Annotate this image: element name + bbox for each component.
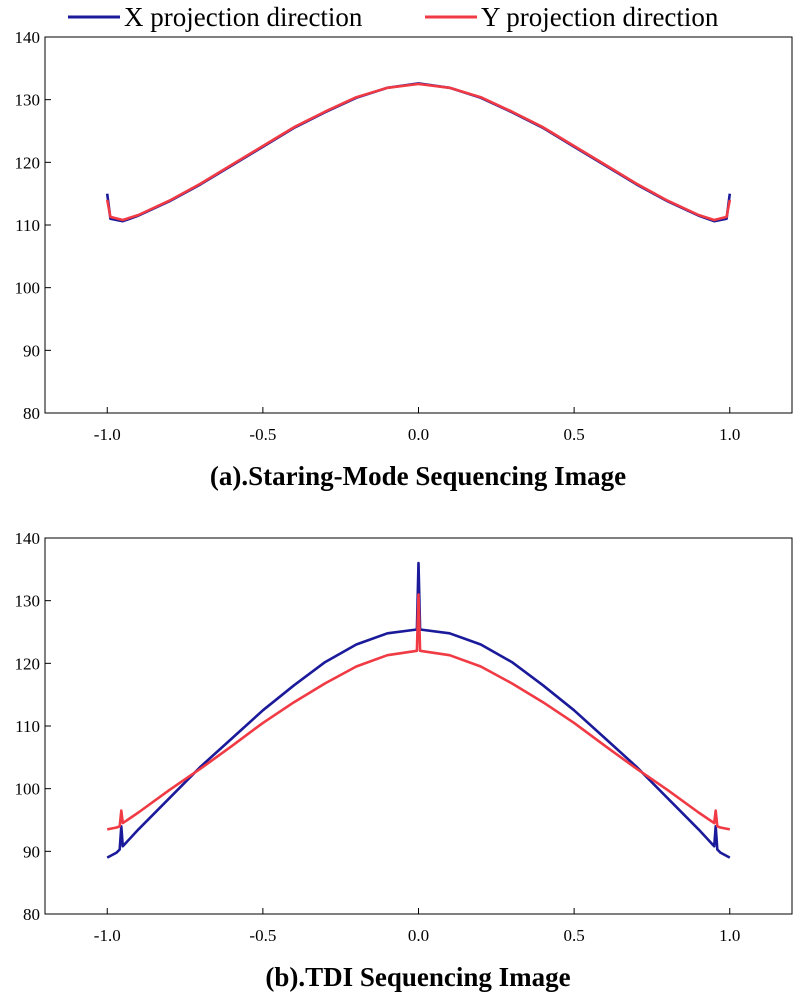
- y-tick-label: 100: [15, 279, 41, 298]
- y-axis: 80 90 100 110 120 130 140: [15, 529, 51, 924]
- legend-x-label: X projection direction: [124, 2, 363, 32]
- x-tick-label: -0.5: [249, 926, 276, 945]
- legend-y-label: Y projection direction: [481, 2, 719, 32]
- y-tick-label: 80: [23, 905, 40, 924]
- y-axis: 80 90 100 110 120 130 140: [15, 28, 51, 423]
- y-tick-label: 110: [15, 717, 40, 736]
- series-line-y-projection: [105, 82, 732, 222]
- plot-frame: [44, 36, 793, 414]
- y-tick-label: 120: [15, 654, 41, 673]
- panel-caption: (a).Staring-Mode Sequencing Image: [210, 461, 626, 491]
- y-tick-label: 90: [23, 842, 40, 861]
- panel-caption: (b).TDI Sequencing Image: [265, 962, 570, 992]
- x-tick-label: 0.0: [408, 926, 429, 945]
- y-tick-label: 100: [15, 780, 41, 799]
- legend: X projection direction Y projection dire…: [68, 2, 719, 32]
- x-tick-label: 1.0: [719, 926, 740, 945]
- y-tick-label: 110: [15, 216, 40, 235]
- x-axis: -1.0 -0.5 0.0 0.5 1.0: [94, 908, 740, 945]
- x-tick-label: -0.5: [249, 425, 276, 444]
- y-tick-label: 130: [15, 592, 41, 611]
- y-tick-label: 90: [23, 341, 40, 360]
- panel-a: 80 90 100 110 120 130 140 -1.0 -0.5 0.0 0.5 1.0 (a…: [15, 28, 793, 491]
- series-line-x-projection: [105, 82, 732, 223]
- y-tick-label: 80: [23, 404, 40, 423]
- plot-lines: [105, 82, 732, 223]
- x-tick-label: 0.5: [564, 425, 585, 444]
- series-line-y-projection: [106, 593, 731, 831]
- panel-b: 80 90 100 110 120 130 140 -1.0 -0.5 0.0 0.5 1.0 (b…: [15, 529, 793, 992]
- y-tick-label: 140: [15, 529, 41, 548]
- series-line-x-projection: [106, 561, 731, 859]
- x-tick-label: 1.0: [719, 425, 740, 444]
- x-tick-label: -1.0: [94, 425, 121, 444]
- x-axis: -1.0 -0.5 0.0 0.5 1.0: [94, 407, 740, 444]
- x-tick-label: -1.0: [94, 926, 121, 945]
- x-tick-label: 0.0: [408, 425, 429, 444]
- y-tick-label: 140: [15, 28, 41, 47]
- y-tick-label: 120: [15, 153, 41, 172]
- x-tick-label: 0.5: [564, 926, 585, 945]
- y-tick-label: 130: [15, 91, 41, 110]
- plot-lines: [106, 561, 731, 859]
